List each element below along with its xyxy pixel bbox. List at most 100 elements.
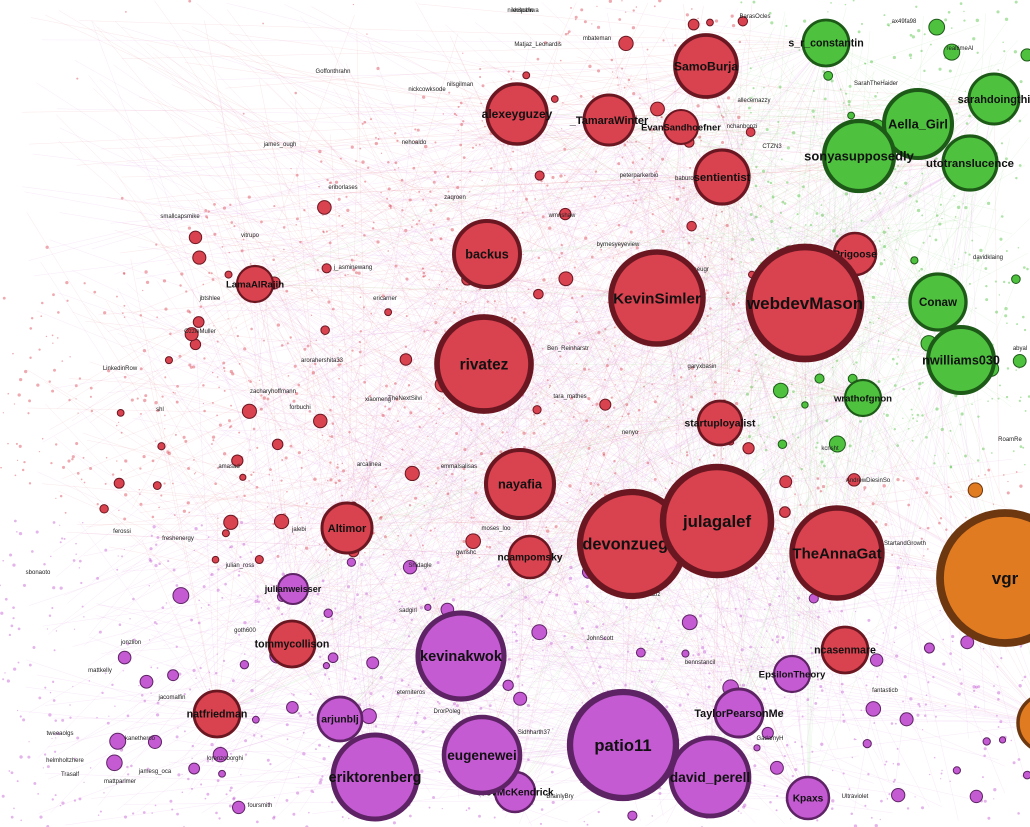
graph-node[interactable]: tommycollison xyxy=(255,619,330,669)
minor-node-label: Trasalf xyxy=(61,772,79,778)
node-circle-purple[interactable] xyxy=(415,610,507,702)
node-circle-green[interactable] xyxy=(941,134,999,192)
graph-node[interactable]: _TamaraWinter xyxy=(569,93,649,147)
minor-node-label: mattparlmer xyxy=(104,779,136,785)
node-circle-red[interactable] xyxy=(434,314,534,414)
minor-node-label: smallcapsmike xyxy=(160,214,200,220)
graph-node[interactable]: s_r_constantin xyxy=(788,18,864,68)
graph-node[interactable]: patio11 xyxy=(566,688,680,802)
graph-node[interactable]: julagalef xyxy=(659,463,775,579)
graph-node[interactable]: eriktorenberg xyxy=(329,732,422,822)
graph-node[interactable]: TaylorPearsonMe xyxy=(694,687,784,739)
node-circle-red[interactable] xyxy=(485,82,549,146)
graph-node[interactable]: Aella_Girl xyxy=(881,87,955,161)
node-circle-purple[interactable] xyxy=(713,687,765,739)
node-circle-green[interactable] xyxy=(908,272,968,332)
node-circle-red[interactable] xyxy=(507,534,553,580)
node-circle-red[interactable] xyxy=(789,505,885,601)
minor-node xyxy=(164,356,173,365)
graph-node[interactable]: natfriedman xyxy=(187,689,248,739)
graph-node[interactable]: TheAnnaGat xyxy=(789,505,885,601)
graph-node[interactable]: sarahdoingthi xyxy=(958,72,1030,126)
node-circle-orange[interactable] xyxy=(936,509,1030,647)
node-circle-red[interactable] xyxy=(745,243,865,363)
node-circle-green[interactable] xyxy=(843,378,883,418)
node-circle-red[interactable] xyxy=(693,148,751,206)
graph-node[interactable]: alexeyguzey xyxy=(482,82,553,146)
node-circle-red[interactable] xyxy=(582,93,636,147)
node-circle-red[interactable] xyxy=(673,33,739,99)
minor-node-label: xiaomeng xyxy=(365,397,391,403)
node-circle-purple[interactable] xyxy=(566,688,680,802)
graph-node[interactable]: startuployalist xyxy=(684,399,756,447)
minor-node xyxy=(399,353,413,366)
node-circle-red[interactable] xyxy=(696,399,744,447)
minor-node xyxy=(254,555,264,565)
node-circle-green[interactable] xyxy=(801,18,851,68)
graph-node[interactable]: backus xyxy=(452,219,522,289)
minor-node xyxy=(346,557,357,567)
graph-node[interactable]: rivatez xyxy=(434,314,534,414)
node-circle-red[interactable] xyxy=(320,501,374,555)
node-circle-red[interactable] xyxy=(820,625,870,675)
minor-node xyxy=(366,656,380,670)
graph-node[interactable]: eugenewei xyxy=(441,714,523,796)
node-circle-red[interactable] xyxy=(608,249,706,347)
node-label: patio11 xyxy=(594,736,651,755)
graph-node[interactable]: sentientist xyxy=(693,148,751,206)
node-circle-red[interactable] xyxy=(192,689,242,739)
graph-node[interactable]: vgr xyxy=(936,509,1030,647)
node-label: Aella_Girl xyxy=(888,116,948,131)
major-node-layer: julianweisser EvanSandhoefner LamaAlRajih E… xyxy=(187,18,1030,822)
graph-node[interactable]: LamaAlRajih xyxy=(226,264,284,304)
graph-node[interactable]: nayafia xyxy=(483,447,557,521)
node-circle-red[interactable] xyxy=(267,619,317,669)
graph-node[interactable]: EpsilonTheory xyxy=(759,654,826,694)
graph-node[interactable]: julianweisser xyxy=(264,573,322,605)
node-circle-purple[interactable] xyxy=(772,654,812,694)
graph-node[interactable]: nwilliams030 xyxy=(922,325,1000,395)
node-circle-red[interactable] xyxy=(662,108,700,146)
graph-node[interactable]: webdevMason xyxy=(745,243,865,363)
graph-node[interactable]: Conaw xyxy=(908,272,968,332)
node-circle-green[interactable] xyxy=(967,72,1021,126)
minor-node-label: Sidhharth37 xyxy=(518,730,551,736)
node-circle-green[interactable] xyxy=(926,325,996,395)
node-circle-orange[interactable] xyxy=(1016,694,1030,752)
node-circle-green[interactable] xyxy=(821,118,897,194)
graph-node[interactable]: EvanSandhoefner xyxy=(641,108,721,146)
graph-node[interactable]: kevinakwok xyxy=(415,610,507,702)
node-label: sarahdoingthi xyxy=(958,94,1030,106)
node-circle-red[interactable] xyxy=(452,219,522,289)
minor-node xyxy=(106,754,123,772)
graph-node[interactable]: Altimor xyxy=(320,501,374,555)
minor-node xyxy=(313,413,328,429)
node-label: TrevMcKendrick xyxy=(476,788,554,799)
graph-node[interactable]: SamoBurja xyxy=(673,33,739,99)
node-circle-purple[interactable] xyxy=(316,695,364,743)
minor-node-label: goth600 xyxy=(234,628,256,634)
node-circle-red[interactable] xyxy=(483,447,557,521)
graph-node[interactable]: KevinSimler xyxy=(608,249,706,347)
node-circle-red[interactable] xyxy=(659,463,775,579)
node-circle-green[interactable] xyxy=(881,87,955,161)
node-circle-purple[interactable] xyxy=(785,775,831,821)
node-circle-red[interactable] xyxy=(235,264,275,304)
graph-node[interactable]: Kpaxs xyxy=(785,775,831,821)
graph-node[interactable]: utotranslucence xyxy=(926,134,1014,192)
graph-node[interactable]: ncasenmare xyxy=(814,625,876,675)
node-circle-purple[interactable] xyxy=(330,732,420,822)
node-circle-purple[interactable] xyxy=(277,573,309,605)
graph-node[interactable]: sonyasupposedly xyxy=(804,118,915,194)
node-label: startuployalist xyxy=(684,419,756,430)
minor-node-label: mattkelly xyxy=(88,668,112,674)
graph-node[interactable]: david_perell xyxy=(668,735,752,819)
graph-node[interactable]: fo xyxy=(1016,694,1030,752)
node-circle-purple[interactable] xyxy=(441,714,523,796)
node-circle-purple[interactable] xyxy=(668,735,752,819)
graph-node[interactable]: ncampomsky xyxy=(497,534,563,580)
graph-node[interactable]: arjunblj xyxy=(316,695,364,743)
minor-node-label: AndrewDiesinSo xyxy=(846,478,891,484)
graph-node[interactable]: wrathofgnon xyxy=(833,378,892,418)
node-label: Conaw xyxy=(919,296,958,309)
